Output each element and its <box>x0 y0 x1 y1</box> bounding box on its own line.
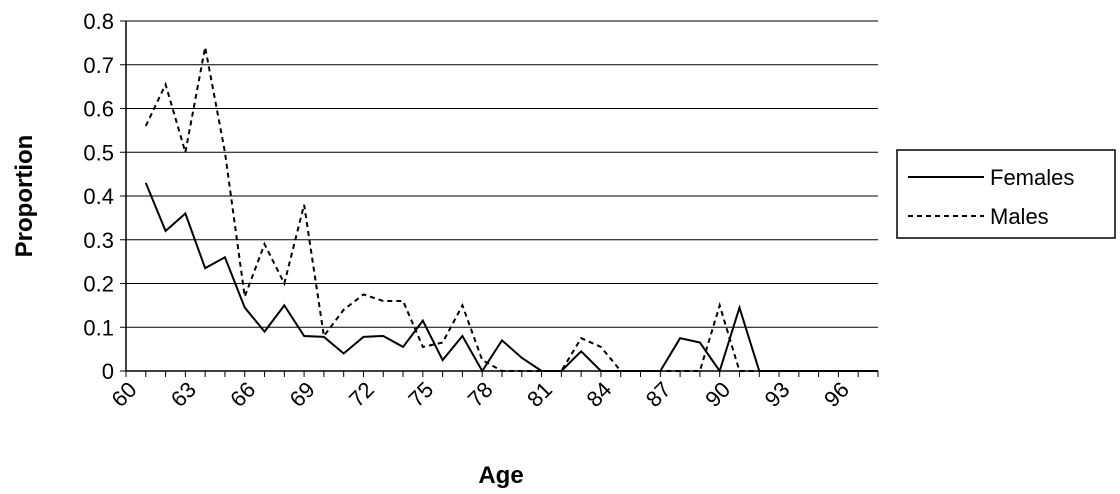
x-tick-label: 90 <box>700 377 735 412</box>
y-tick-label: 0.6 <box>83 97 114 122</box>
x-tick-label: 63 <box>166 377 201 412</box>
x-tick-labels: 60 63 66 69 72 75 78 81 84 87 90 93 96 <box>107 377 854 412</box>
y-tick-label: 0.8 <box>83 9 114 34</box>
x-tick-label: 66 <box>225 377 260 412</box>
series-line-females <box>144 182 878 374</box>
x-tick-label: 69 <box>285 377 320 412</box>
x-tick-label: 75 <box>403 377 438 412</box>
legend-label-females: Females <box>990 165 1074 190</box>
y-tick-label: 0.3 <box>83 228 114 253</box>
y-tick-label: 0.5 <box>83 140 114 165</box>
y-tick-label: 0.4 <box>83 184 114 209</box>
x-tick-label: 84 <box>581 377 616 412</box>
x-tick-label: 81 <box>522 377 557 412</box>
x-axis-title: Age <box>478 462 523 489</box>
series-line-males <box>144 47 878 372</box>
x-tick-label: 93 <box>760 377 795 412</box>
legend: Females Males <box>896 149 1116 239</box>
y-tick-label: 0.1 <box>83 315 114 340</box>
legend-box <box>896 149 1116 239</box>
y-tick-label: 0.2 <box>83 272 114 297</box>
series-lines <box>144 47 878 374</box>
y-tick-label: 0 <box>102 359 114 384</box>
x-tick-label: 78 <box>463 377 498 412</box>
grid-lines <box>120 20 879 377</box>
y-tick-labels: 0 0.1 0.2 0.3 0.4 0.5 0.6 0.7 0.8 <box>83 9 114 384</box>
x-tick-label: 72 <box>344 377 379 412</box>
y-tick-label: 0.7 <box>83 53 114 78</box>
y-axis-title: Proportion <box>11 135 38 258</box>
legend-label-males: Males <box>990 204 1049 229</box>
x-tick-label: 87 <box>641 377 676 412</box>
x-tick-label: 96 <box>819 377 854 412</box>
